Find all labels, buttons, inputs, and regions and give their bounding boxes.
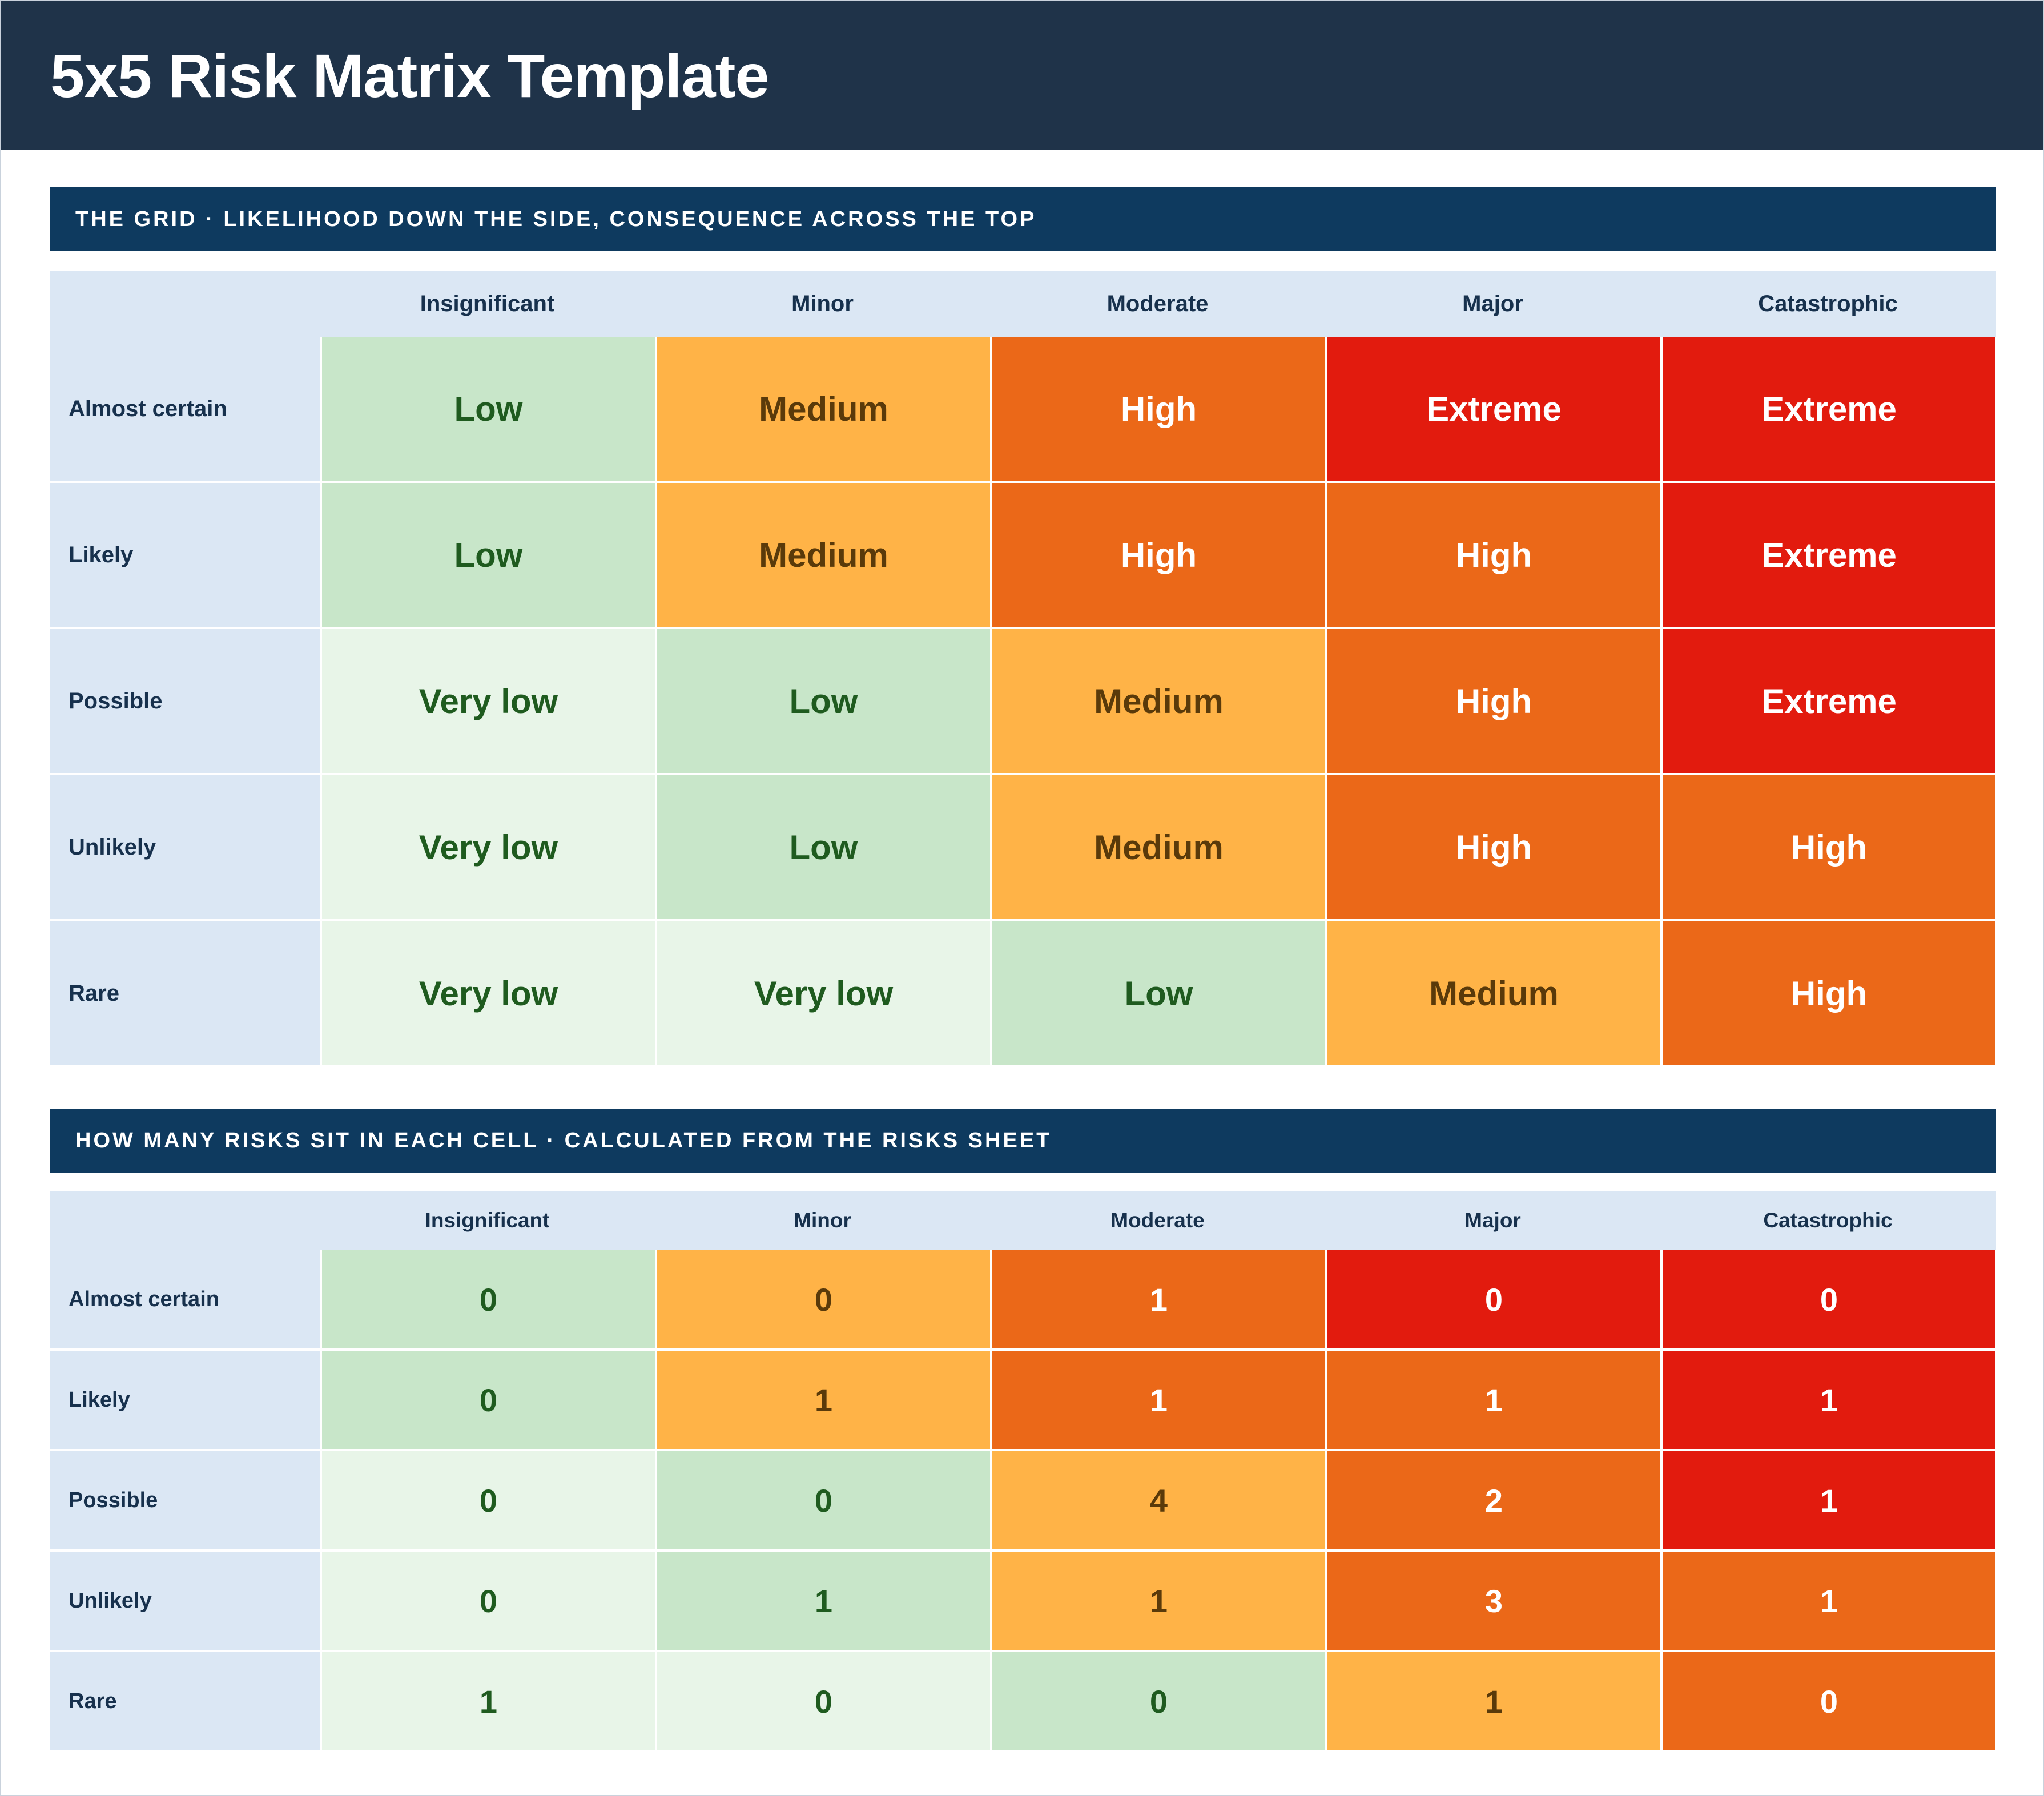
count-section-banner: HOW MANY RISKS SIT IN EACH CELL · CALCUL… bbox=[50, 1109, 1996, 1173]
grid-cell: Low bbox=[990, 921, 1325, 1068]
grid-cell: Low bbox=[320, 483, 655, 629]
grid-cell: Extreme bbox=[1660, 337, 1995, 483]
count-row: Almost certain 0 0 1 0 0 bbox=[50, 1250, 1996, 1351]
count-cell: 1 bbox=[1660, 1351, 1995, 1451]
count-cell: 0 bbox=[320, 1250, 655, 1351]
grid-section-banner: THE GRID · LIKELIHOOD DOWN THE SIDE, CON… bbox=[50, 187, 1996, 251]
count-cell: 1 bbox=[1660, 1552, 1995, 1652]
count-header-corner bbox=[50, 1191, 320, 1250]
count-cell: 0 bbox=[1660, 1250, 1995, 1351]
grid-cell: High bbox=[1325, 629, 1660, 775]
count-header-moderate: Moderate bbox=[1110, 1209, 1205, 1232]
grid-row: Rare Very low Very low Low Medium High bbox=[50, 921, 1996, 1068]
count-header-major: Major bbox=[1464, 1209, 1521, 1232]
grid-cell: Extreme bbox=[1660, 629, 1995, 775]
grid-header-moderate: Moderate bbox=[1107, 291, 1209, 316]
risk-grid-table: Insignificant Minor Moderate Major Catastrop… bbox=[50, 271, 1996, 1068]
grid-cell: High bbox=[1325, 483, 1660, 629]
grid-header-insignificant: Insignificant bbox=[420, 291, 555, 316]
grid-cell: High bbox=[1325, 775, 1660, 921]
count-header-catastrophic: Catastrophic bbox=[1763, 1209, 1893, 1232]
grid-section-banner-text: THE GRID · LIKELIHOOD DOWN THE SIDE, CON… bbox=[75, 207, 1037, 231]
count-section-banner-text: HOW MANY RISKS SIT IN EACH CELL · CALCUL… bbox=[75, 1128, 1052, 1153]
risk-count-table: Insignificant Minor Moderate Major Catastrop… bbox=[50, 1191, 1996, 1753]
grid-cell: Medium bbox=[655, 483, 990, 629]
grid-header-row: Insignificant Minor Moderate Major Catastrop… bbox=[50, 271, 1996, 337]
count-cell: 0 bbox=[655, 1652, 990, 1753]
grid-cell: Low bbox=[655, 775, 990, 921]
grid-row-label: Likely bbox=[50, 483, 320, 629]
grid-header-corner bbox=[50, 271, 320, 337]
grid-cell: Very low bbox=[320, 775, 655, 921]
count-cell: 2 bbox=[1325, 1451, 1660, 1552]
grid-row: Almost certain Low Medium High Extreme Extrem… bbox=[50, 337, 1996, 483]
count-cell: 0 bbox=[655, 1451, 990, 1552]
count-row: Rare 1 0 0 1 0 bbox=[50, 1652, 1996, 1753]
grid-cell: High bbox=[990, 337, 1325, 483]
grid-cell: Medium bbox=[655, 337, 990, 483]
grid-cell: Medium bbox=[990, 775, 1325, 921]
grid-row: Unlikely Very low Low Medium High High bbox=[50, 775, 1996, 921]
count-cell: 1 bbox=[655, 1351, 990, 1451]
count-cell: 0 bbox=[1660, 1652, 1995, 1753]
count-row: Possible 0 0 4 2 1 bbox=[50, 1451, 1996, 1552]
count-cell: 0 bbox=[320, 1552, 655, 1652]
count-cell: 4 bbox=[990, 1451, 1325, 1552]
count-cell: 1 bbox=[1325, 1351, 1660, 1451]
grid-cell: High bbox=[1660, 775, 1995, 921]
grid-cell: Very low bbox=[320, 921, 655, 1068]
grid-cell: Medium bbox=[990, 629, 1325, 775]
count-cell: 1 bbox=[990, 1351, 1325, 1451]
count-cell: 0 bbox=[990, 1652, 1325, 1753]
grid-header-major: Major bbox=[1462, 291, 1523, 316]
grid-cell: Extreme bbox=[1660, 483, 1995, 629]
count-row-label: Rare bbox=[50, 1652, 320, 1753]
count-cell: 1 bbox=[990, 1250, 1325, 1351]
count-row-label: Almost certain bbox=[50, 1250, 320, 1351]
count-cell: 0 bbox=[320, 1351, 655, 1451]
count-header-row: Insignificant Minor Moderate Major Catastrop… bbox=[50, 1191, 1996, 1250]
grid-cell: Extreme bbox=[1325, 337, 1660, 483]
count-row-label: Unlikely bbox=[50, 1552, 320, 1652]
grid-cell: Very low bbox=[655, 921, 990, 1068]
count-cell: 1 bbox=[1660, 1451, 1995, 1552]
grid-row: Possible Very low Low Medium High Extreme bbox=[50, 629, 1996, 775]
grid-row-label: Rare bbox=[50, 921, 320, 1068]
count-row: Likely 0 1 1 1 1 bbox=[50, 1351, 1996, 1451]
count-cell: 1 bbox=[320, 1652, 655, 1753]
grid-cell: Very low bbox=[320, 629, 655, 775]
page-title: 5x5 Risk Matrix Template bbox=[50, 41, 770, 110]
grid-row-label: Almost certain bbox=[50, 337, 320, 483]
grid-header-catastrophic: Catastrophic bbox=[1758, 291, 1898, 316]
count-cell: 0 bbox=[655, 1250, 990, 1351]
count-row-label: Possible bbox=[50, 1451, 320, 1552]
grid-cell: Medium bbox=[1325, 921, 1660, 1068]
grid-row-label: Possible bbox=[50, 629, 320, 775]
count-header-minor: Minor bbox=[794, 1209, 851, 1232]
count-cell: 3 bbox=[1325, 1552, 1660, 1652]
grid-header-minor: Minor bbox=[791, 291, 854, 316]
grid-cell: High bbox=[990, 483, 1325, 629]
grid-cell: Low bbox=[655, 629, 990, 775]
count-row-label: Likely bbox=[50, 1351, 320, 1451]
count-cell: 0 bbox=[1325, 1250, 1660, 1351]
count-cell: 1 bbox=[1325, 1652, 1660, 1753]
count-row: Unlikely 0 1 1 3 1 bbox=[50, 1552, 1996, 1652]
grid-cell: Low bbox=[320, 337, 655, 483]
count-cell: 1 bbox=[655, 1552, 990, 1652]
count-cell: 0 bbox=[320, 1451, 655, 1552]
grid-cell: High bbox=[1660, 921, 1995, 1068]
grid-row: Likely Low Medium High High Extreme bbox=[50, 483, 1996, 629]
grid-row-label: Unlikely bbox=[50, 775, 320, 921]
title-bar: 5x5 Risk Matrix Template bbox=[1, 1, 2043, 150]
count-header-insignificant: Insignificant bbox=[425, 1209, 550, 1232]
count-cell: 1 bbox=[990, 1552, 1325, 1652]
